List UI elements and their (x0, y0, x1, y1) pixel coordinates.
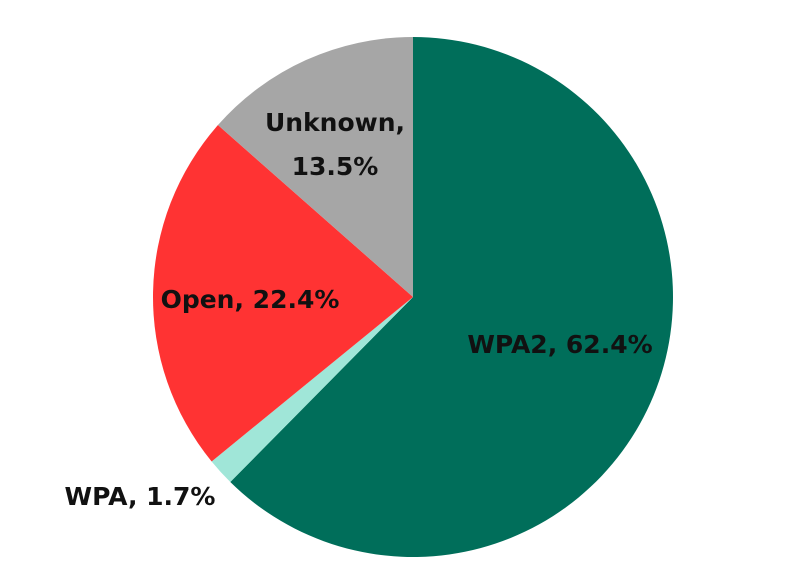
data-label: WPA, 1.7% (64, 482, 216, 511)
data-label: Unknown, 13.5% (264, 108, 406, 181)
pie-slice (211, 297, 413, 482)
pie-slice (230, 37, 673, 557)
pie-slice (153, 125, 413, 462)
pie-slice (217, 37, 413, 297)
data-label: Open, 22.4% (160, 285, 340, 314)
data-label: WPA2, 62.4% (467, 330, 653, 359)
